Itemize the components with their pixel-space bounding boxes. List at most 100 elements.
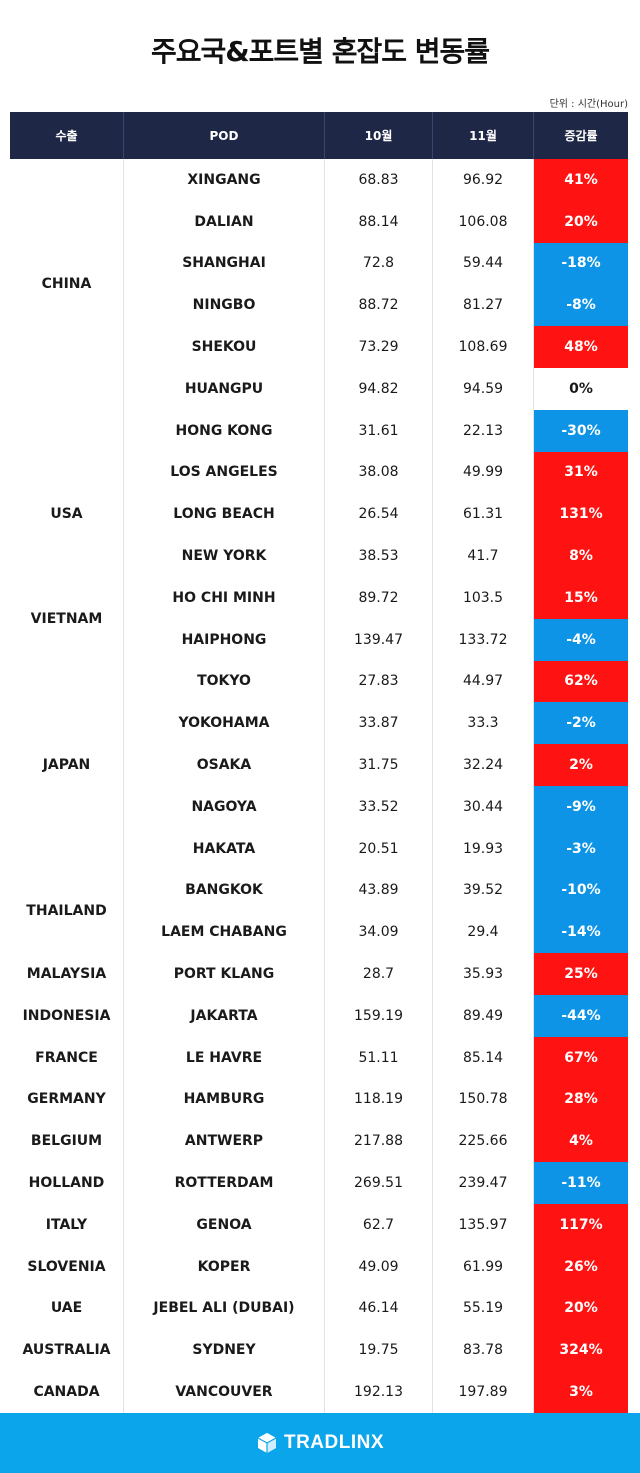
change-rate: -30% — [534, 409, 628, 452]
header-pod: POD — [124, 112, 325, 159]
table-row: HAMBURG 118.19 150.78 28% — [124, 1078, 628, 1121]
change-rate: -9% — [534, 785, 628, 828]
pod-cell: SHEKOU — [124, 326, 325, 368]
november-value: 103.5 — [433, 576, 534, 619]
october-value: 88.72 — [325, 284, 433, 327]
november-value: 106.08 — [433, 200, 534, 243]
november-value: 89.49 — [433, 994, 534, 1037]
november-value: 96.92 — [433, 159, 534, 201]
october-value: 89.72 — [325, 576, 433, 619]
pod-cell: XINGANG — [124, 159, 325, 201]
october-value: 33.52 — [325, 785, 433, 828]
country-cell: FRANCE — [35, 1049, 98, 1066]
change-rate: -10% — [534, 869, 628, 912]
change-rate: 62% — [534, 660, 628, 703]
table-row: TOKYO 27.83 44.97 62% — [124, 660, 628, 703]
table-row: LOS ANGELES 38.08 49.99 31% — [124, 451, 628, 494]
header-change-rate: 증감률 — [564, 129, 598, 143]
october-value: 38.53 — [325, 535, 433, 577]
october-value: 51.11 — [325, 1036, 433, 1079]
pod-cell: HAMBURG — [124, 1078, 325, 1121]
october-value: 43.89 — [325, 869, 433, 912]
country-cell: AUSTRALIA — [22, 1342, 111, 1359]
october-value: 19.75 — [325, 1329, 433, 1372]
november-value: 41.7 — [433, 535, 534, 577]
change-rate: -8% — [534, 284, 628, 327]
table-row: HO CHI MINH 89.72 103.5 15% — [124, 576, 628, 619]
table-row: ROTTERDAM 269.51 239.47 -11% — [124, 1162, 628, 1204]
november-value: 55.19 — [433, 1287, 534, 1330]
october-value: 159.19 — [325, 994, 433, 1037]
table-row: YOKOHAMA 33.87 33.3 -2% — [124, 702, 628, 745]
country-cell: VIETNAM — [30, 610, 103, 627]
pod-cell: JEBEL ALI (DUBAI) — [124, 1287, 325, 1330]
october-value: 27.83 — [325, 660, 433, 703]
change-rate: 0% — [534, 367, 628, 410]
november-value: 150.78 — [433, 1078, 534, 1121]
pod-cell: NAGOYA — [124, 785, 325, 828]
change-rate: 41% — [534, 159, 628, 201]
table-row: ANTWERP 217.88 225.66 4% — [124, 1120, 628, 1163]
change-rate: -44% — [534, 994, 628, 1037]
table-row: SHEKOU 73.29 108.69 48% — [124, 326, 628, 368]
pod-cell: VANCOUVER — [124, 1371, 325, 1413]
country-cell: CANADA — [33, 1384, 100, 1401]
october-value: 88.14 — [325, 200, 433, 243]
pod-cell: ANTWERP — [124, 1120, 325, 1163]
pod-cell: LAEM CHABANG — [124, 911, 325, 954]
country-cell: JAPAN — [42, 757, 91, 774]
october-value: 49.09 — [325, 1245, 433, 1288]
november-value: 135.97 — [433, 1203, 534, 1246]
change-rate: 117% — [534, 1203, 628, 1246]
november-value: 94.59 — [433, 367, 534, 410]
table-row: HONG KONG 31.61 22.13 -30% — [124, 409, 628, 452]
unit-label: 단위 : 시간(Hour) — [549, 99, 628, 110]
pod-cell: HAIPHONG — [124, 618, 325, 661]
tradlinx-cube-icon — [257, 1433, 277, 1453]
change-rate: 20% — [534, 1287, 628, 1330]
table-row: HAIPHONG 139.47 133.72 -4% — [124, 618, 628, 661]
november-value: 225.66 — [433, 1120, 534, 1163]
table-row: OSAKA 31.75 32.24 2% — [124, 744, 628, 786]
port-rows: XINGANG 68.83 96.92 41% DALIAN 88.14 106.08 20%… — [124, 159, 628, 1413]
table-row: LAEM CHABANG 34.09 29.4 -14% — [124, 911, 628, 954]
table-row: LONG BEACH 26.54 61.31 131% — [124, 493, 628, 536]
october-value: 20.51 — [325, 827, 433, 870]
country-cell: SLOVENIA — [27, 1258, 106, 1275]
change-rate: 48% — [534, 326, 628, 368]
table-row: BANGKOK 43.89 39.52 -10% — [124, 869, 628, 912]
country-column: CHINA USA VIETNAM JAPAN THAILAND MALAYSIA INDO… — [10, 159, 124, 1413]
change-rate: 26% — [534, 1245, 628, 1288]
november-value: 33.3 — [433, 702, 534, 745]
table-row: GENOA 62.7 135.97 117% — [124, 1203, 628, 1246]
change-rate: -14% — [534, 911, 628, 954]
november-value: 197.89 — [433, 1371, 534, 1413]
change-rate: -2% — [534, 702, 628, 745]
november-value: 59.44 — [433, 242, 534, 285]
october-value: 68.83 — [325, 159, 433, 201]
country-cell: CHINA — [41, 276, 92, 293]
change-rate: 4% — [534, 1120, 628, 1163]
pod-cell: HAKATA — [124, 827, 325, 870]
november-value: 85.14 — [433, 1036, 534, 1079]
october-value: 269.51 — [325, 1162, 433, 1204]
country-cell: MALAYSIA — [26, 966, 107, 983]
pod-cell: JAKARTA — [124, 994, 325, 1037]
change-rate: 324% — [534, 1329, 628, 1372]
change-rate: 15% — [534, 576, 628, 619]
change-rate: 20% — [534, 200, 628, 243]
november-value: 133.72 — [433, 618, 534, 661]
table-row: NINGBO 88.72 81.27 -8% — [124, 284, 628, 327]
table-row: PORT KLANG 28.7 35.93 25% — [124, 953, 628, 995]
october-value: 94.82 — [325, 367, 433, 410]
pod-cell: LE HAVRE — [124, 1036, 325, 1079]
header-november: 11월 — [433, 112, 534, 159]
country-cell: INDONESIA — [22, 1007, 111, 1024]
change-rate: 25% — [534, 953, 628, 995]
table-row: JEBEL ALI (DUBAI) 46.14 55.19 20% — [124, 1287, 628, 1330]
change-rate: -11% — [534, 1162, 628, 1204]
october-value: 192.13 — [325, 1371, 433, 1413]
pod-cell: SHANGHAI — [124, 242, 325, 285]
october-value: 38.08 — [325, 451, 433, 494]
change-rate: -4% — [534, 618, 628, 661]
